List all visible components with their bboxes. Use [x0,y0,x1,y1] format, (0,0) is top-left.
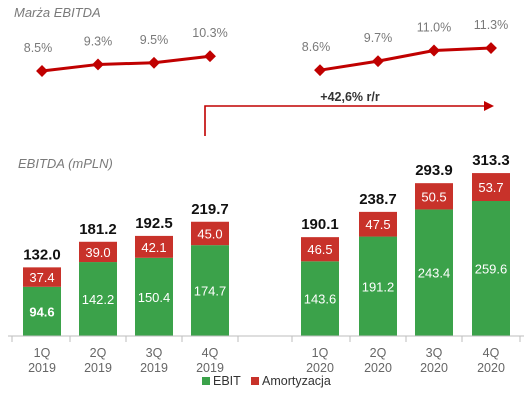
x-tick-year: 2020 [364,361,392,375]
legend-ebit-label: EBIT [213,374,241,388]
x-tick-quarter: 3Q [146,346,163,360]
margin-line-2 [319,46,492,72]
ebit-value-label: 94.6 [29,304,54,319]
margin-line-layer: 8.5% 9.3% 9.5% 10.3% 8.6% 9.7% 11.0% 11.3% [24,18,509,77]
ebit-value-label: 191.2 [362,279,395,294]
total-value-label: 219.7 [191,201,229,218]
amortyzacja-bar [23,267,61,287]
x-tick-quarter: 1Q [312,346,329,360]
ebit-value-label: 243.4 [418,266,451,281]
ebit-bar [135,257,173,336]
growth-arrow-head [484,101,494,111]
margin-line-1 [41,54,211,73]
margin-point [204,50,216,63]
ebitda-chart-title: EBITDA (mPLN) [18,156,113,171]
amortyzacja-value-label: 45.0 [197,226,222,241]
ebit-bar [23,286,61,336]
x-tick-year: 2020 [477,361,505,375]
x-axis: 1Q20192Q20193Q20194Q20191Q20202Q20203Q20… [8,335,524,375]
total-value-label: 293.9 [415,162,453,179]
amortyzacja-value-label: 39.0 [85,245,110,260]
ebit-value-label: 150.4 [138,290,171,305]
ebit-bar [79,262,117,336]
ebit-bar [415,209,453,336]
x-tick-year: 2019 [28,361,56,375]
margin-point [92,58,104,71]
x-tick-year: 2019 [140,361,168,375]
legend-ebit-swatch [202,377,210,385]
growth-arrow-line [204,105,486,136]
ebit-bar [191,245,229,336]
growth-annotation: +42,6% r/r [204,90,494,136]
amortyzacja-bar [472,173,510,202]
total-value-label: 238.7 [359,191,397,208]
bar-layer: 94.6 37.4 132.0 142.2 39.0 181.2 150.4 42.1 192.… [23,152,510,336]
amortyzacja-value-label: 46.5 [307,242,332,257]
amortyzacja-value-label: 42.1 [141,240,166,255]
margin-label: 9.7% [364,31,393,45]
ebit-value-label: 142.2 [82,292,115,307]
total-value-label: 132.0 [23,246,61,263]
margin-point [36,65,48,77]
amortyzacja-bar [135,235,173,258]
ebit-bar [472,201,510,336]
margin-label: 9.3% [84,34,113,48]
margin-label: 11.3% [474,18,509,32]
x-tick-quarter: 3Q [426,346,443,360]
margin-label: 8.6% [302,40,331,54]
amortyzacja-value-label: 47.5 [365,217,390,232]
amortyzacja-value-label: 53.7 [478,180,503,195]
x-tick-quarter: 2Q [370,346,387,360]
margin-label: 10.3% [192,26,227,40]
ebit-bar [359,236,397,336]
amortyzacja-bar [301,237,339,262]
legend-amortyzacja-label: Amortyzacja [262,374,331,388]
x-tick-year: 2019 [84,361,112,375]
margin-point [428,44,440,57]
ebit-value-label: 174.7 [194,284,227,299]
total-value-label: 181.2 [79,221,117,238]
amortyzacja-bar [415,183,453,210]
x-tick-quarter: 2Q [90,346,107,360]
amortyzacja-bar [79,241,117,263]
margin-label: 8.5% [24,41,53,55]
ebit-bar [301,261,339,336]
amortyzacja-value-label: 37.4 [29,270,54,285]
x-tick-quarter: 1Q [34,346,51,360]
amortyzacja-value-label: 50.5 [421,189,446,204]
x-tick-year: 2020 [306,361,334,375]
margin-point [372,55,384,68]
x-tick-quarter: 4Q [483,346,500,360]
ebit-value-label: 143.6 [304,292,337,307]
margin-label: 11.0% [417,21,452,35]
total-value-label: 192.5 [135,215,173,232]
margin-label: 9.5% [140,33,169,47]
margin-chart-title: Marża EBITDA [14,5,101,20]
legend-amortyzacja-swatch [251,377,259,385]
x-tick-year: 2019 [196,361,224,375]
margin-point [148,56,160,69]
ebit-value-label: 259.6 [475,262,508,277]
amortyzacja-bar [359,211,397,237]
x-tick-quarter: 4Q [202,346,219,360]
total-value-label: 190.1 [301,216,339,233]
growth-label: +42,6% r/r [320,90,380,104]
amortyzacja-bar [191,221,229,246]
margin-point [314,64,326,77]
x-tick-year: 2020 [420,361,448,375]
margin-point [485,42,497,54]
legend: EBIT Amortyzacja [202,374,331,388]
total-value-label: 313.3 [472,152,510,169]
